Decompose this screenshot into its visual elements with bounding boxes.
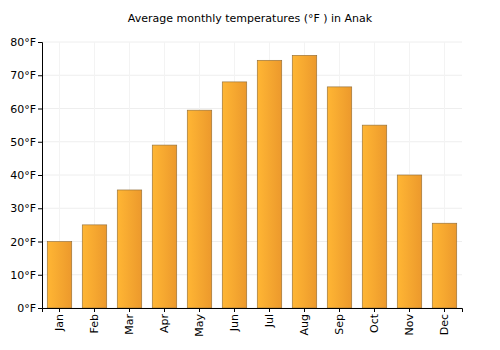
grid-line [42, 75, 462, 76]
tick: 60°F [10, 103, 42, 116]
tick: May [193, 308, 206, 337]
tick-mark [38, 142, 42, 143]
tick: Feb [88, 308, 101, 333]
grid-line [42, 42, 462, 43]
bar [47, 242, 72, 309]
tick-mark [38, 308, 42, 309]
bar [82, 225, 107, 308]
bar [222, 82, 247, 308]
tick: 10°F [10, 269, 42, 282]
bar [257, 60, 282, 308]
tick-mark [38, 275, 42, 276]
bars [47, 55, 457, 308]
tick-mark [38, 42, 42, 43]
plot: 0°F 10°F 20°F 30°F 40°F 50°F 60°F 70°F 80°F Jan Fe… [10, 36, 462, 337]
tick: 70°F [10, 69, 42, 82]
tick: Apr [158, 308, 171, 333]
bar [292, 55, 317, 308]
chart: Average monthly temperatures (°F ) in An… [0, 0, 500, 350]
tick-label: Jun [228, 314, 241, 332]
tick: Aug [298, 308, 311, 335]
tick-label: Jan [53, 314, 66, 332]
tick-label: 10°F [10, 269, 36, 282]
bar [187, 110, 212, 308]
tick: 30°F [10, 202, 42, 215]
bar [432, 223, 457, 308]
bar [117, 190, 142, 308]
tick-mark [38, 75, 42, 76]
tick-label: Dec [438, 314, 451, 335]
bar [362, 125, 387, 308]
axis-line [43, 309, 463, 313]
tick-label: Oct [368, 313, 381, 333]
tick: Nov [403, 308, 416, 335]
tick: 0°F [17, 302, 42, 315]
tick-label: May [193, 314, 206, 337]
tick-label: 80°F [10, 36, 36, 49]
tick: Mar [123, 308, 136, 335]
tick-label: 70°F [10, 69, 36, 82]
tick-mark [374, 308, 375, 312]
tick-label: 30°F [10, 202, 36, 215]
tick-mark [94, 308, 95, 312]
tick-mark [304, 308, 305, 312]
tick-label: 60°F [10, 103, 36, 116]
tick-mark [129, 308, 130, 312]
tick-mark [234, 308, 235, 312]
tick-mark [409, 308, 410, 312]
tick-label: Mar [123, 314, 136, 335]
tick: Oct [368, 308, 381, 333]
tick-mark [38, 175, 42, 176]
tick: 50°F [10, 136, 42, 149]
tick-label: Apr [158, 314, 171, 334]
tick-mark [59, 308, 60, 312]
x-axis: Jan Feb Mar Apr May Jun Jul Aug Sep Oct Nov Dec [43, 308, 463, 337]
tick-mark [164, 308, 165, 312]
tick: 80°F [10, 36, 42, 49]
grid-line [42, 108, 462, 109]
tick-label: Aug [298, 314, 311, 335]
tick-mark [38, 242, 42, 243]
tick: Jan [53, 308, 66, 332]
axis-line [38, 43, 43, 309]
tick-label: Sep [333, 314, 346, 335]
bar [152, 145, 177, 308]
tick-mark [339, 308, 340, 312]
tick: 20°F [10, 236, 42, 249]
tick-mark [38, 208, 42, 209]
tick: Jun [228, 308, 241, 332]
tick-label: 0°F [17, 302, 36, 315]
bar [397, 175, 422, 308]
y-axis: 0°F 10°F 20°F 30°F 40°F 50°F 60°F 70°F 80°F [10, 36, 42, 315]
tick: Dec [438, 308, 451, 335]
tick-label: Feb [88, 314, 101, 333]
tick-label: 20°F [10, 236, 36, 249]
tick-label: Nov [403, 314, 416, 336]
tick: Jul [263, 308, 276, 328]
tick-label: 50°F [10, 136, 36, 149]
title: Average monthly temperatures (°F ) in An… [128, 12, 373, 25]
tick-mark [444, 308, 445, 312]
tick: Sep [333, 308, 346, 335]
tick-mark [199, 308, 200, 312]
grid-line [42, 141, 462, 142]
tick: 40°F [10, 169, 42, 182]
tick-mark [38, 109, 42, 110]
tick-mark [269, 308, 270, 312]
bar [327, 87, 352, 308]
tick-label: Jul [263, 314, 276, 328]
tick-label: 40°F [10, 169, 36, 182]
grid [42, 42, 462, 308]
